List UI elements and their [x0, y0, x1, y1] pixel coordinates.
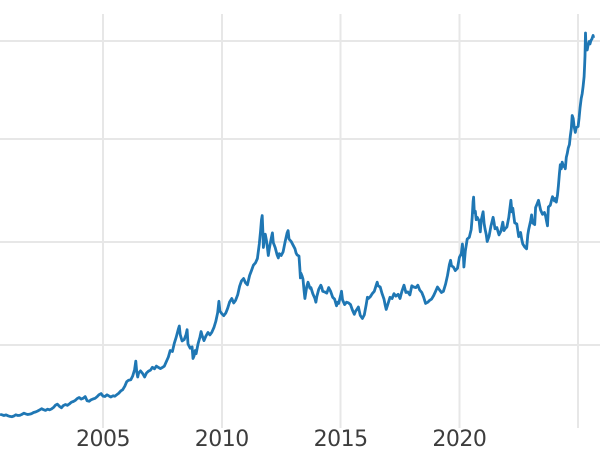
x-axis-tick-label: 2005 [76, 427, 130, 450]
gridlines [0, 14, 600, 428]
x-axis-tick-label: 2020 [432, 427, 486, 450]
x-axis-tick-label: 2010 [195, 427, 249, 450]
price-line-series [0, 31, 595, 419]
x-axis-tick-label: 2015 [314, 427, 368, 450]
